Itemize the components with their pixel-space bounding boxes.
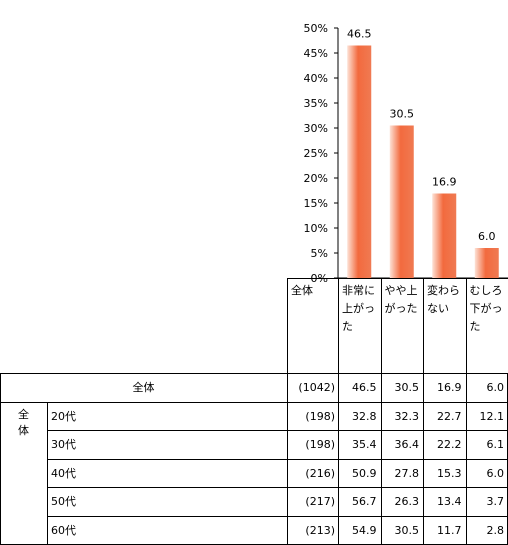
grid-line [0,373,508,374]
row-value: 26.3 [394,495,420,508]
y-tick-label: 5% [311,247,328,260]
row-label: 40代 [51,466,76,480]
row-label: 20代 [51,409,76,423]
column-header-text: やや上 [384,284,418,297]
grid-line [466,278,467,373]
grid-line [338,373,339,544]
y-tick-label: 30% [304,122,328,135]
row-value: 15.3 [437,466,462,480]
row-n: (1042) [298,381,335,394]
grid-line [423,278,424,373]
row-value: 30.5 [394,381,420,394]
grid-line [381,373,382,544]
bar-chart: 0%5%10%15%20%25%30%35%40%45%50% 46.530.5… [304,22,508,285]
row-value: 32.8 [352,409,377,423]
bar [474,248,499,278]
column-header-text: た [469,320,481,333]
row-value: 36.4 [394,438,420,451]
grid-line [47,487,508,488]
bar-value-label: 30.5 [390,108,415,121]
grid-line [287,373,288,544]
row-value: 56.7 [352,495,377,508]
grid-line [47,401,48,544]
grid-line [47,515,508,517]
grid-line [338,278,339,373]
row-value: 2.8 [486,523,505,537]
grid-line [287,278,288,373]
row-value: 22.7 [437,409,462,423]
row-value: 30.5 [394,523,420,537]
y-tick-label: 15% [304,197,328,210]
grid-line [47,458,508,460]
row-value: 3.7 [486,495,505,508]
bar [389,125,414,278]
group-label: 体 [18,423,29,437]
row-value: 54.9 [352,523,377,537]
y-tick-label: 10% [304,222,328,235]
column-header-text: ない [427,302,449,315]
row-value: 35.4 [352,438,377,451]
grid-line [381,278,382,373]
row-value: 22.2 [437,438,462,451]
grid-line [287,278,508,279]
y-tick-label: 40% [304,72,328,85]
row-value: 6.1 [486,438,505,451]
bar-value-label: 46.5 [347,28,372,41]
bar-value-label: 6.0 [478,230,496,243]
y-tick-label: 45% [304,47,328,60]
column-header-text: た [342,320,353,333]
row-n: (216) [305,466,335,480]
row-value: 11.7 [437,523,462,537]
bar [432,193,457,278]
row-n: (198) [305,438,335,451]
grid-line [0,373,1,544]
row-value: 16.9 [437,381,462,394]
y-tick-label: 25% [304,147,328,160]
row-value: 6.0 [486,381,505,394]
y-tick-label: 20% [304,172,328,185]
column-header-text: 上がっ [342,302,375,315]
column-header-text: 非常に [342,284,375,297]
row-label: 60代 [51,523,76,537]
row-value: 13.4 [437,495,462,508]
row-label: 50代 [51,495,76,508]
row-value: 50.9 [352,466,377,480]
group-label: 全 [18,407,29,421]
row-value: 12.1 [479,409,505,423]
y-tick-label: 50% [304,22,328,35]
column-header-text: 変わら [427,284,460,297]
column-header-text: 下がっ [469,302,503,315]
bar-value-label: 16.9 [432,176,457,189]
bar [347,45,372,278]
grid-line [0,401,508,403]
row-n: (213) [305,523,335,537]
grid-line [423,373,424,544]
row-label: 30代 [51,438,76,451]
grid-line [466,373,467,544]
column-header-text: むしろ [469,284,503,297]
grid-line [47,430,508,431]
row-value: 46.5 [352,381,377,394]
table-corner-label: 全体 [291,284,313,297]
row-n: (217) [305,495,335,508]
row-value: 27.8 [394,466,420,480]
row-value: 6.0 [486,466,505,480]
row-label: 全体 [132,381,155,394]
row-n: (198) [305,409,335,423]
column-header-text: がった [384,302,418,315]
y-tick-label: 35% [304,97,328,110]
row-value: 32.3 [394,409,420,423]
